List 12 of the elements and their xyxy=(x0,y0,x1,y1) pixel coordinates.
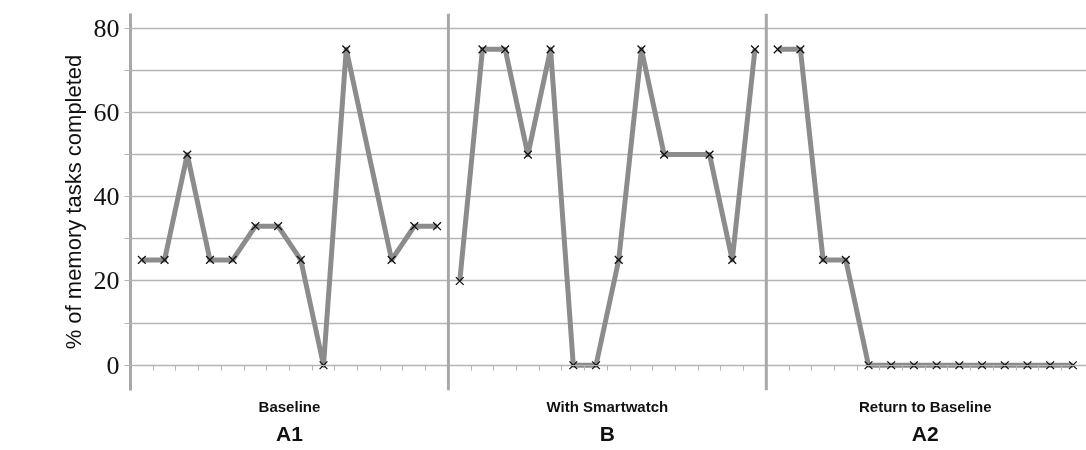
text: Return to Baseline xyxy=(859,398,992,416)
text: With Smartwatch xyxy=(546,398,669,416)
y-tick-label: 20 xyxy=(93,266,120,296)
y-tick-label: 0 xyxy=(106,350,120,380)
y-tick-label: 40 xyxy=(93,182,120,212)
y-tick-label: 60 xyxy=(93,97,120,127)
text: A1 xyxy=(276,422,304,446)
text: B xyxy=(599,422,615,446)
text: A2 xyxy=(911,422,939,446)
y-axis-title: % of memory tasks completed xyxy=(60,54,86,350)
text: Baseline xyxy=(258,398,321,416)
y-tick-label: 80 xyxy=(93,13,120,43)
